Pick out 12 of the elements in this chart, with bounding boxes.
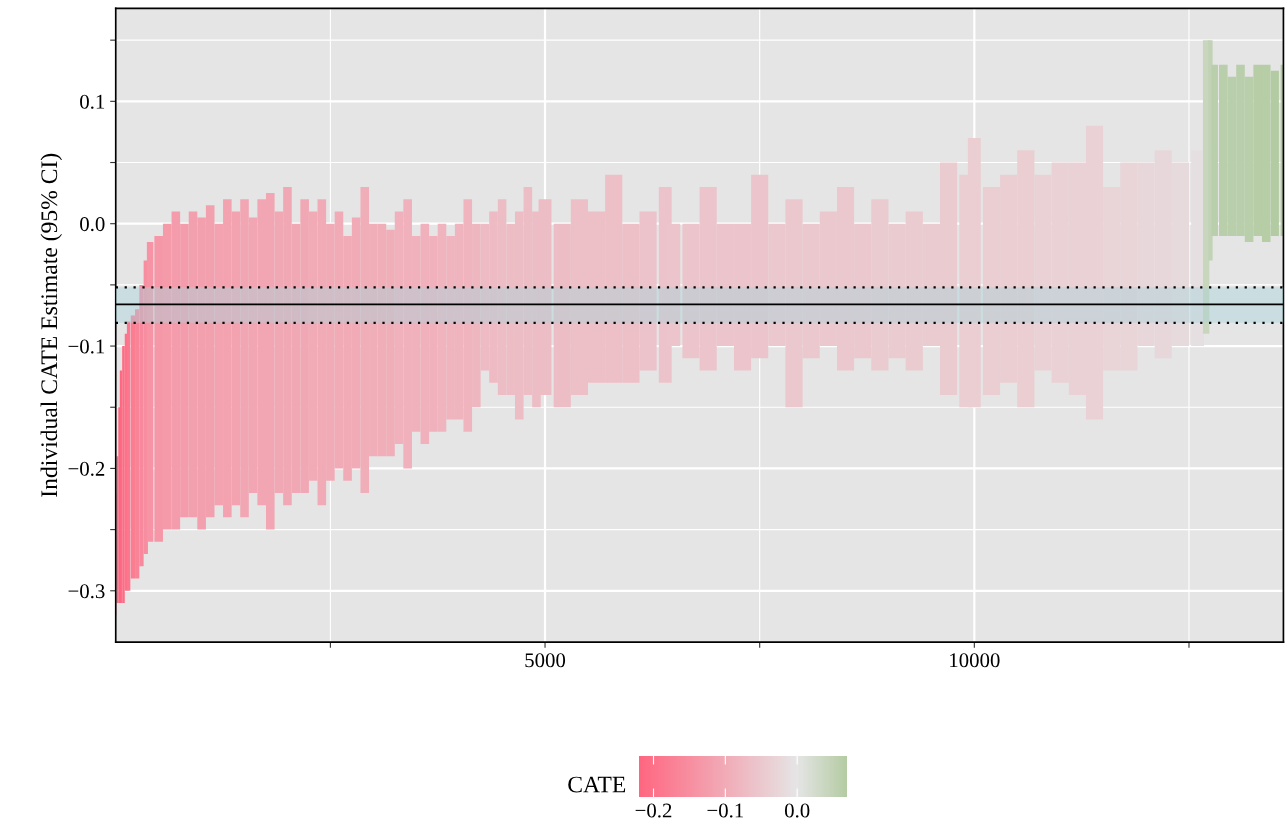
y-tick-label: −0.1 bbox=[68, 339, 105, 354]
y-tick-label: 0.0 bbox=[80, 217, 105, 232]
x-tick-label: 5000 bbox=[525, 653, 566, 668]
y-tick-label: −0.3 bbox=[68, 584, 105, 599]
x-tick-label: 10000 bbox=[950, 653, 1000, 668]
color-bar-title: CATE bbox=[568, 776, 626, 793]
color-bar-label: 0.0 bbox=[784, 803, 810, 818]
y-axis-title: Individual CATE Estimate (95% CI) bbox=[40, 153, 62, 497]
y-tick-label: 0.1 bbox=[80, 94, 105, 109]
color-bar-label: −0.1 bbox=[707, 803, 743, 818]
y-tick-label: −0.2 bbox=[68, 461, 105, 476]
color-bar-label: −0.2 bbox=[635, 803, 672, 818]
